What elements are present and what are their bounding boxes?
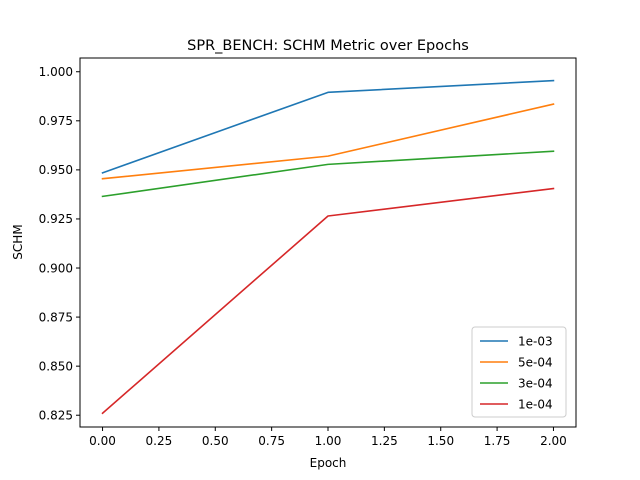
x-axis-label: Epoch [310,456,347,470]
x-tick-label: 0.00 [89,434,116,448]
y-tick-label: 0.900 [39,261,73,275]
x-tick-label: 2.00 [540,434,567,448]
y-tick-label: 1.000 [39,65,73,79]
legend-label: 1e-03 [518,334,553,348]
x-tick-label: 0.50 [202,434,229,448]
y-tick-label: 0.875 [39,310,73,324]
y-tick-label: 0.825 [39,409,73,423]
x-tick-label: 1.75 [484,434,511,448]
x-tick-label: 1.25 [371,434,398,448]
y-axis: 0.825 0.850 0.875 0.900 0.925 0.950 0.975 1.000 [39,65,80,423]
legend: 1e-03 5e-04 3e-04 1e-04 [471,326,567,418]
x-tick-label: 1.50 [427,434,454,448]
plot-frame [79,57,577,428]
y-tick-label: 0.975 [39,114,73,128]
y-axis-label: SCHM [11,224,25,259]
series-line-3e-04 [101,150,555,198]
legend-label: 5e-04 [518,355,553,369]
chart-title: SPR_BENCH: SCHM Metric over Epochs [187,38,469,54]
y-tick-label: 0.850 [39,359,73,373]
y-tick-label: 0.925 [39,212,73,226]
x-tick-label: 0.25 [146,434,173,448]
series-line-5e-04 [101,103,555,180]
series-line-1e-03 [101,79,555,174]
series-layer [101,79,555,415]
x-tick-label: 0.75 [258,434,285,448]
y-tick-label: 0.950 [39,163,73,177]
legend-box [471,326,567,418]
series-line-1e-04 [101,187,555,415]
legend-label: 3e-04 [518,376,553,390]
x-tick-label: 1.00 [315,434,342,448]
x-axis: 0.00 0.25 0.50 0.75 1.00 1.25 1.50 1.75 2.00 [89,427,567,448]
legend-label: 1e-04 [518,397,553,411]
